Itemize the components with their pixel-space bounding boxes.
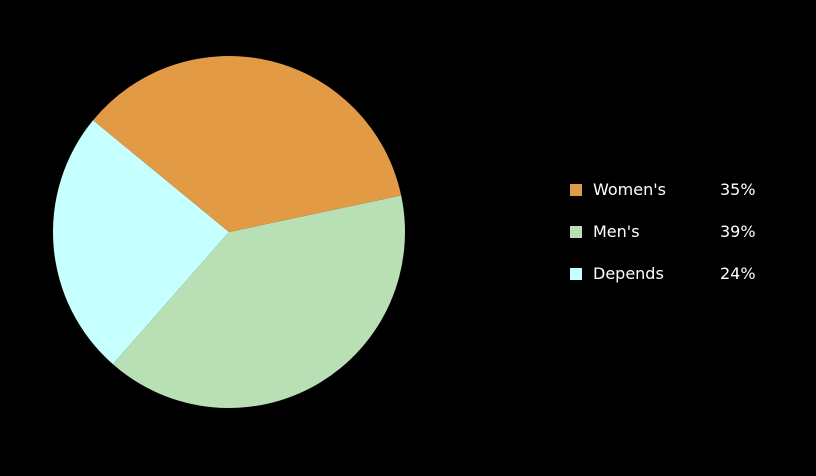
legend-item-mens: Men's 39% <box>570 220 770 262</box>
legend-swatch-mens <box>570 226 582 238</box>
pie-slice-mens <box>112 195 405 408</box>
legend-value-mens: 39% <box>720 222 756 241</box>
legend-item-depends: Depends 24% <box>570 262 770 304</box>
legend-item-womens: Women's 35% <box>570 178 770 220</box>
legend-value-depends: 24% <box>720 264 756 283</box>
pie-slice-depends <box>52 120 229 365</box>
legend-label-depends: Depends <box>593 264 664 283</box>
legend-swatch-womens <box>570 184 582 196</box>
legend-value-womens: 35% <box>720 180 756 199</box>
pie-slice-womens <box>93 56 402 233</box>
pie-chart <box>52 56 405 408</box>
legend-label-womens: Women's <box>593 180 666 199</box>
legend-swatch-depends <box>570 268 582 280</box>
legend-label-mens: Men's <box>593 222 640 241</box>
chart-legend: Women's 35% Men's 39% Depends 24% <box>570 178 770 304</box>
